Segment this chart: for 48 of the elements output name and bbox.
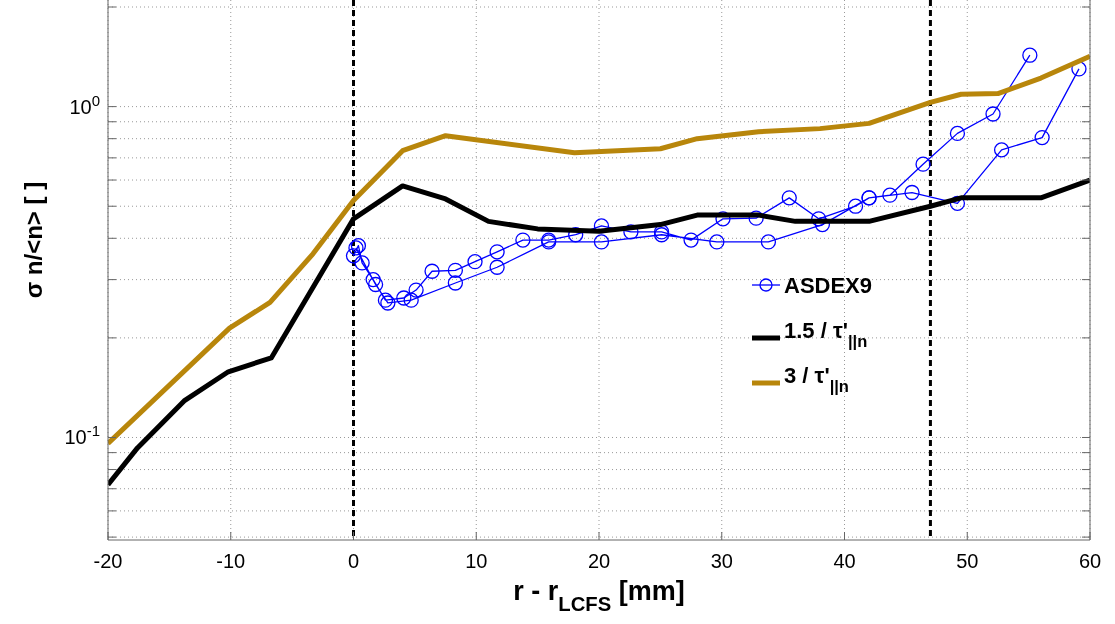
point: [915, 156, 931, 172]
point: [593, 234, 610, 250]
x-tick-label: 10: [465, 550, 488, 572]
point: [396, 290, 412, 306]
point: [1034, 129, 1050, 146]
y-tick-label: 10$^{0}$: [69, 91, 100, 118]
point: [489, 244, 505, 260]
x-tick-label: 0: [347, 550, 360, 572]
point: [748, 210, 764, 226]
point: [367, 276, 384, 293]
legend-label: ASDEX9: [784, 273, 873, 298]
x-tick-label: 50: [956, 550, 979, 572]
x-axis-title: r - r$_{LCFS}$ [mm]: [513, 576, 685, 615]
point: [345, 248, 362, 264]
point: [403, 292, 419, 308]
point: [882, 187, 898, 203]
point: [447, 275, 464, 291]
point: [811, 211, 827, 227]
point: [993, 142, 1010, 158]
point: [949, 125, 966, 142]
point: [781, 190, 797, 206]
point: [408, 282, 424, 298]
legend-label: 3 / τ'$_{||n}$: [784, 363, 849, 395]
x-tick-label: 40: [833, 550, 856, 572]
x-tick-label: 20: [587, 550, 611, 572]
point: [814, 216, 831, 233]
point: [985, 106, 1001, 122]
x-tick-label: -10: [216, 550, 246, 572]
point: [1022, 47, 1038, 63]
point: [715, 211, 731, 227]
point: [760, 234, 777, 250]
legend-label: 1.5 / τ'$_{||n}$: [784, 318, 868, 350]
point: [365, 271, 381, 288]
point: [515, 232, 531, 248]
x-tick-label: 30: [710, 550, 733, 572]
y-axis-title: σ n/<n> [ ]: [20, 181, 47, 299]
point: [489, 259, 505, 275]
point: [709, 234, 725, 250]
point: [447, 262, 464, 278]
x-tick-label: -20: [93, 550, 123, 572]
point: [467, 253, 483, 270]
y-tick-label: 10$^{-1}$: [64, 421, 100, 449]
point: [424, 263, 440, 279]
point: [904, 184, 920, 201]
x-tick-label: 60: [1078, 550, 1102, 572]
point: [683, 232, 699, 248]
point: [354, 255, 370, 271]
point: [847, 198, 864, 214]
